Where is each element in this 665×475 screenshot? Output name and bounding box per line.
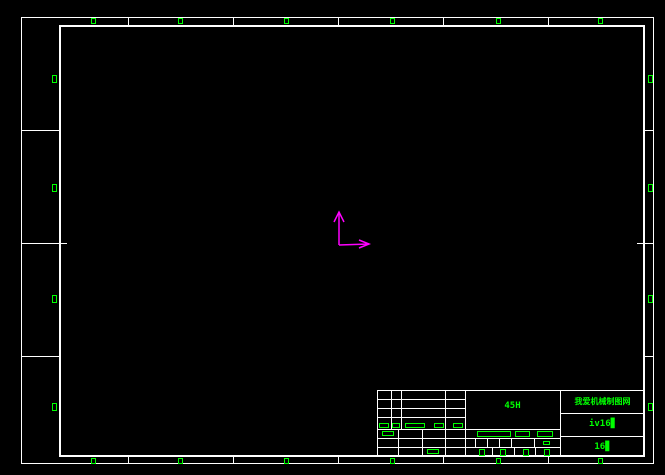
zone-label [284, 18, 289, 24]
greeked-text-box [405, 423, 425, 428]
zone-label [390, 458, 395, 464]
zone-tick [128, 17, 129, 25]
zone-tick [21, 130, 59, 131]
greeked-text-box [434, 423, 444, 428]
greeked-text-box [523, 449, 529, 456]
title-block-line [535, 447, 536, 457]
title-block-line [560, 413, 645, 414]
zone-label [648, 75, 653, 83]
material-cell: 45H [504, 401, 521, 411]
title-block-line [511, 438, 512, 447]
zone-tick [21, 356, 59, 357]
title-block-line [445, 390, 446, 457]
title-block-line [377, 438, 560, 439]
sheet-outer-border [21, 17, 654, 464]
zone-label [91, 18, 96, 24]
title-block-line [377, 399, 465, 400]
zone-label [52, 75, 57, 83]
company-cell: 我爱机械制图网 [574, 397, 631, 406]
title-block-line [475, 438, 476, 447]
title-block-line [391, 390, 392, 429]
ucs-axis-icon [333, 210, 372, 249]
zone-tick [548, 17, 549, 25]
center-mark [338, 17, 339, 25]
title-block-line [377, 390, 645, 391]
zone-tick [548, 457, 549, 464]
center-mark [637, 243, 654, 244]
title-block-line [560, 390, 561, 457]
zone-label [52, 295, 57, 303]
zone-tick [233, 17, 234, 25]
greeked-text-box [379, 423, 389, 428]
greeked-text-box [392, 423, 400, 428]
zone-tick [443, 457, 444, 464]
zone-label [178, 458, 183, 464]
title-block-line [534, 438, 535, 447]
greeked-text-box [382, 431, 394, 436]
zone-tick [645, 130, 654, 131]
title-block-line [514, 447, 515, 457]
title-block-line [377, 447, 560, 448]
drawing-number-cell: 16▊ [594, 442, 611, 452]
zone-label [91, 458, 96, 464]
greeked-text-box [544, 449, 550, 456]
center-mark [338, 457, 339, 464]
center-mark [21, 243, 67, 244]
zone-label [52, 184, 57, 192]
greeked-text-box [477, 431, 511, 437]
zone-label [648, 184, 653, 192]
zone-tick [443, 17, 444, 25]
title-block-line [499, 438, 500, 447]
zone-label [598, 18, 603, 24]
greeked-text-box [537, 431, 553, 437]
title-block-line [377, 429, 560, 430]
drawing-code-cell: iv16▊ [588, 419, 617, 429]
title-block-line [377, 390, 378, 457]
greeked-text-box [479, 449, 485, 456]
title-block-line [492, 447, 493, 457]
zone-label [648, 295, 653, 303]
zone-label [648, 403, 653, 411]
zone-tick [233, 457, 234, 464]
title-block-line [422, 429, 423, 457]
title-block-line [560, 436, 645, 437]
zone-label [52, 403, 57, 411]
zone-tick [128, 457, 129, 464]
sheet-inner-border [59, 25, 645, 457]
greeked-text-box [500, 449, 506, 456]
greeked-text-box [543, 441, 550, 445]
zone-label [178, 18, 183, 24]
title-block-line [401, 390, 402, 429]
greeked-text-box [515, 431, 530, 437]
zone-label [598, 458, 603, 464]
title-block-line [465, 390, 466, 457]
title-block-line [377, 417, 465, 418]
greeked-text-box [427, 449, 439, 454]
title-block-line [487, 438, 488, 447]
zone-label [496, 18, 501, 24]
greeked-text-box [453, 423, 463, 428]
zone-label [390, 18, 395, 24]
zone-tick [645, 356, 654, 357]
title-block-line [398, 429, 399, 457]
zone-label [284, 458, 289, 464]
title-block-line [377, 408, 465, 409]
zone-label [496, 458, 501, 464]
